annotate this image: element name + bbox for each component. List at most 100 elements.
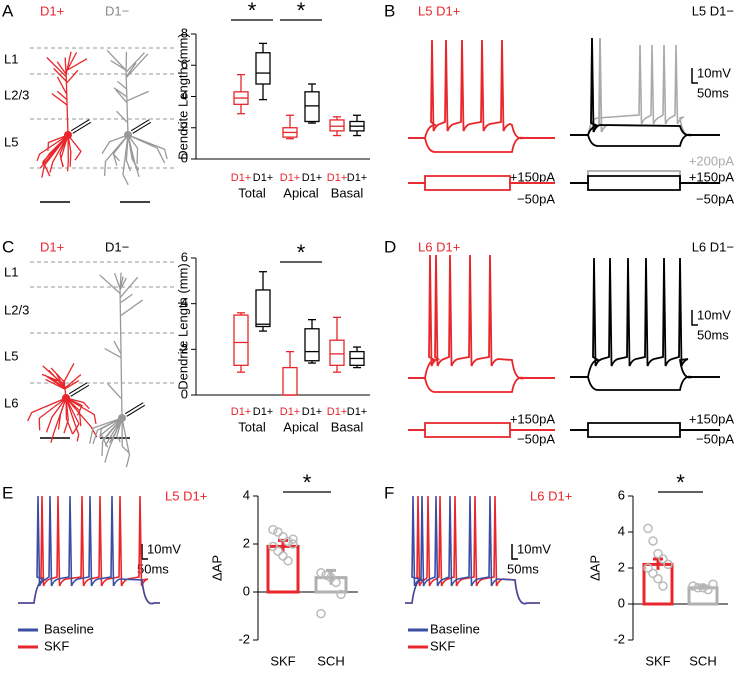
voltage-trace	[408, 376, 555, 393]
box	[329, 339, 345, 366]
category-label: D1+	[347, 406, 368, 418]
category-label: D1+	[347, 172, 368, 184]
group-label: Basal	[331, 185, 364, 200]
data-point	[288, 534, 298, 544]
category-label: SKF	[270, 653, 295, 668]
data-point	[698, 583, 708, 593]
panel-letter: B	[384, 1, 395, 20]
y-tick-label: 4	[618, 523, 625, 538]
trace-title: L5 D1−	[692, 3, 734, 18]
box	[233, 314, 249, 366]
electrode	[71, 120, 91, 133]
panel-letter: C	[2, 237, 14, 256]
neuron-label: D1−	[105, 3, 129, 18]
category-label: D1+	[280, 406, 301, 418]
category-label: D1+	[280, 172, 301, 184]
trace-title: L5 D1+	[165, 488, 207, 503]
voltage-trace	[408, 39, 555, 140]
category-label: D1+	[327, 172, 348, 184]
voltage-trace	[408, 136, 555, 153]
data-point	[658, 554, 668, 564]
scale-label: 10mV	[697, 65, 731, 80]
current-step	[408, 429, 555, 438]
panel-letter: D	[384, 237, 396, 256]
trace-title: L6 D1−	[692, 239, 734, 254]
significance-star: *	[676, 470, 685, 495]
category-label: D1+	[302, 406, 323, 418]
voltage-trace	[570, 257, 720, 379]
scale-label: 10mV	[147, 541, 181, 556]
legend-label: Baseline	[44, 621, 94, 636]
box	[329, 119, 345, 132]
voltage-trace	[18, 495, 160, 605]
data-point	[283, 536, 293, 547]
data-point	[708, 579, 718, 589]
category-label: SCH	[689, 653, 716, 668]
current-label: −50pA	[696, 191, 734, 206]
significance-star: *	[303, 470, 312, 495]
scale-label: 50ms	[697, 327, 729, 342]
electrode	[125, 403, 145, 416]
category-label: SKF	[645, 653, 670, 668]
data-point	[278, 532, 288, 542]
data-point	[653, 548, 663, 559]
voltage-trace	[18, 495, 160, 605]
data-point	[268, 524, 278, 535]
data-point	[648, 568, 658, 579]
bar	[266, 544, 300, 594]
box	[255, 289, 271, 328]
layer-label: L1	[4, 264, 18, 279]
y-axis-label: Dendrite Length (mm)	[175, 263, 190, 389]
data-point	[278, 551, 288, 561]
group-label: Total	[238, 185, 266, 200]
data-point	[288, 539, 298, 549]
category-label: D1+	[231, 406, 252, 418]
neuron-soma	[124, 131, 132, 139]
panel-letter: A	[2, 1, 14, 20]
y-tick-label: 6	[181, 249, 188, 264]
data-point	[331, 577, 341, 588]
voltage-trace	[405, 495, 540, 605]
data-point	[703, 584, 713, 595]
layer-label: L5	[4, 348, 18, 363]
significance-star: *	[248, 0, 257, 23]
scale-label: 10mV	[697, 307, 731, 322]
neuron-soma	[118, 414, 126, 422]
neuron-drawing	[101, 49, 168, 186]
neuron-label: D1+	[40, 3, 64, 18]
category-label: D1+	[327, 406, 348, 418]
y-tick-label: 2	[243, 535, 250, 550]
data-point	[316, 608, 326, 619]
data-point	[653, 574, 663, 584]
legend-label: SKF	[430, 638, 455, 653]
neuron-drawing	[27, 363, 98, 443]
y-tick-label: 0	[181, 150, 188, 165]
data-point	[643, 563, 653, 573]
neuron-soma	[62, 394, 70, 402]
legend-label: SKF	[44, 638, 69, 653]
box	[282, 366, 298, 396]
bar	[642, 562, 674, 606]
current-label: +200pA	[689, 153, 735, 168]
data-point	[693, 583, 703, 593]
voltage-trace	[570, 375, 720, 391]
trace-title: L6 D1+	[418, 239, 460, 254]
voltage-trace	[570, 44, 720, 137]
voltage-trace	[570, 37, 720, 137]
y-tick-label: -2	[613, 631, 625, 646]
category-label: D1+	[253, 406, 274, 418]
y-tick-label: -2	[238, 631, 250, 646]
current-label: +150pA	[510, 411, 556, 426]
data-point	[688, 581, 698, 591]
y-tick-label: 0	[181, 386, 188, 401]
group-label: Total	[238, 419, 266, 434]
layer-label: L2/3	[4, 302, 29, 317]
current-label: −50pA	[696, 431, 734, 446]
current-step	[570, 429, 720, 438]
box	[304, 91, 320, 123]
category-label: SCH	[317, 653, 344, 668]
scale-bars	[40, 68, 698, 560]
data-point	[283, 556, 293, 566]
data-point	[316, 568, 326, 578]
